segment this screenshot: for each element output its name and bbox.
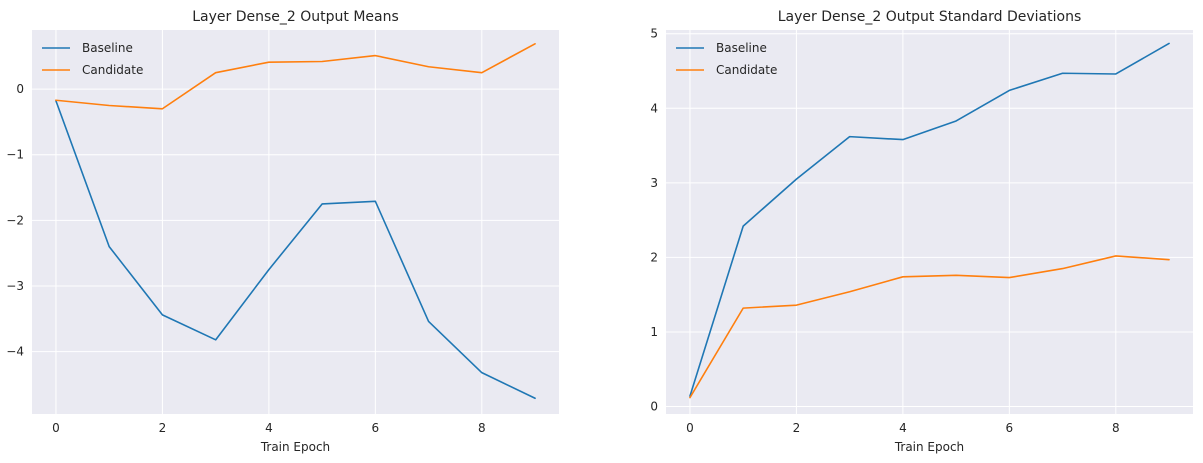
x-tick-label: 4	[265, 421, 273, 435]
y-tick-label: 5	[650, 27, 658, 41]
legend: Baseline Candidate	[42, 41, 143, 77]
y-tick-label: 4	[650, 101, 658, 115]
y-tick-label: −2	[6, 213, 24, 227]
plot-area	[32, 30, 559, 414]
legend-label-baseline: Baseline	[716, 41, 767, 55]
y-tick-label: 0	[16, 82, 24, 96]
series-line-candidate	[55, 42, 536, 110]
x-tick-label: 6	[1006, 421, 1014, 435]
x-tick-label: 8	[1112, 421, 1120, 435]
chart-0: 0 2 4 6 8 0 −1 −2 −3 −4 Layer Dense_2 Output Means…	[6, 9, 559, 454]
legend-label-candidate: Candidate	[716, 63, 777, 77]
y-tick-label: −1	[6, 148, 24, 162]
x-tick-label: 8	[478, 421, 486, 435]
legend-label-baseline: Baseline	[82, 41, 133, 55]
x-tick-label: 0	[686, 421, 694, 435]
y-tick-label: −3	[6, 279, 24, 293]
x-tick-label: 2	[793, 421, 801, 435]
legend: Baseline Candidate	[676, 41, 777, 77]
chart-title: Layer Dense_2 Output Means	[192, 9, 399, 25]
y-tick-label: −4	[6, 345, 24, 359]
chart-1: 0 2 4 6 8 0 1 2 3 4 5 Layer Dense_2 Output Standard…	[650, 9, 1193, 454]
y-tick-label: 2	[650, 250, 658, 264]
series-line-baseline	[55, 100, 536, 400]
x-axis-label: Train Epoch	[260, 440, 330, 454]
y-tick-label: 3	[650, 176, 658, 190]
chart-title: Layer Dense_2 Output Standard Deviations	[778, 9, 1082, 25]
x-axis-label: Train Epoch	[894, 440, 964, 454]
x-tick-label: 2	[159, 421, 167, 435]
series-line-baseline	[689, 42, 1170, 397]
x-tick-label: 6	[372, 421, 380, 435]
plot-area	[666, 30, 1193, 414]
y-tick-label: 0	[650, 400, 658, 414]
x-tick-label: 4	[899, 421, 907, 435]
series-line-candidate	[689, 255, 1170, 399]
x-tick-label: 0	[52, 421, 60, 435]
y-tick-label: 1	[650, 325, 658, 339]
legend-label-candidate: Candidate	[82, 63, 143, 77]
